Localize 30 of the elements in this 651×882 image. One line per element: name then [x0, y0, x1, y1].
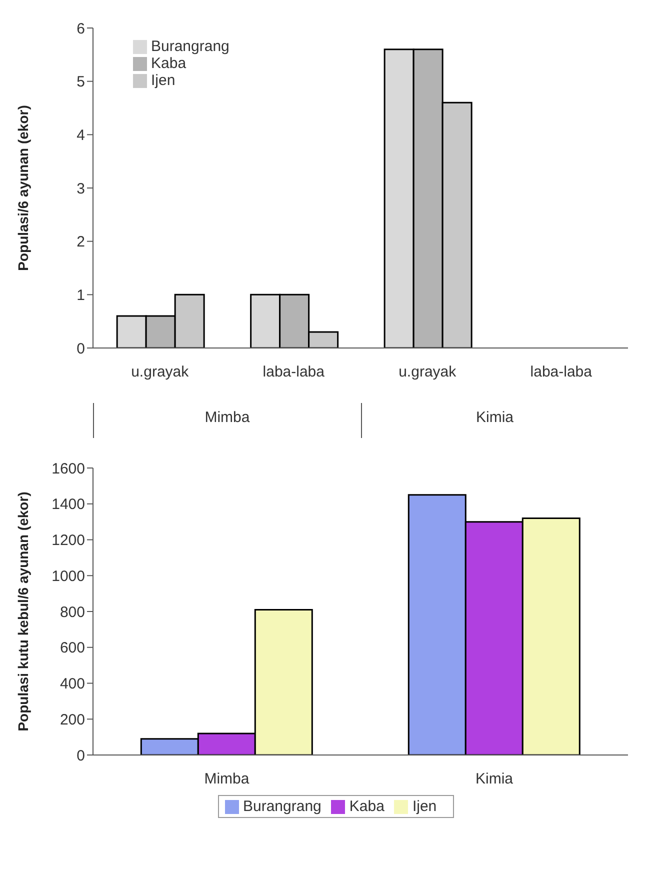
y-tick-label: 400 [60, 676, 85, 693]
y-tick-label: 200 [60, 711, 85, 728]
legend-label: Kaba [151, 55, 186, 72]
y-tick-label: 1000 [52, 568, 85, 585]
x-tick-label: u.grayak [131, 364, 190, 381]
y-tick-label: 800 [60, 604, 85, 621]
y-tick-label: 0 [76, 340, 85, 358]
legend-label: Kaba [349, 798, 384, 815]
text: Kimia [360, 403, 628, 438]
legend-label: Ijen [151, 72, 176, 89]
y-tick-label: 1200 [52, 532, 85, 550]
y-tick-label: 6 [76, 20, 85, 38]
y-tick-label: 4 [76, 126, 85, 144]
y-tick-label: 1600 [52, 460, 85, 478]
y-tick-label: 5 [76, 74, 85, 91]
y-axis-title: Populasi kutu kebul/6 ayunan (ekor) [14, 492, 31, 732]
text: Mimba [93, 403, 360, 438]
x-tick-label: laba-laba [262, 364, 326, 381]
y-tick-label: 1400 [52, 496, 85, 514]
legend-label: Burangrang [243, 798, 322, 815]
y-tick-label: 0 [76, 747, 85, 764]
x-tick-label: u.grayak [398, 364, 457, 381]
y-tick-label: 3 [76, 180, 85, 198]
y-tick-label: 2 [76, 234, 85, 251]
y-axis-title: Populasi/6 ayunan (ekor) [14, 105, 31, 271]
legend-label: Burangrang [151, 38, 230, 55]
legend-label: Ijen [412, 798, 437, 815]
y-tick-label: 1 [76, 286, 85, 304]
y-tick-label: 600 [60, 640, 85, 657]
x-tick-label: laba-laba [530, 364, 593, 381]
